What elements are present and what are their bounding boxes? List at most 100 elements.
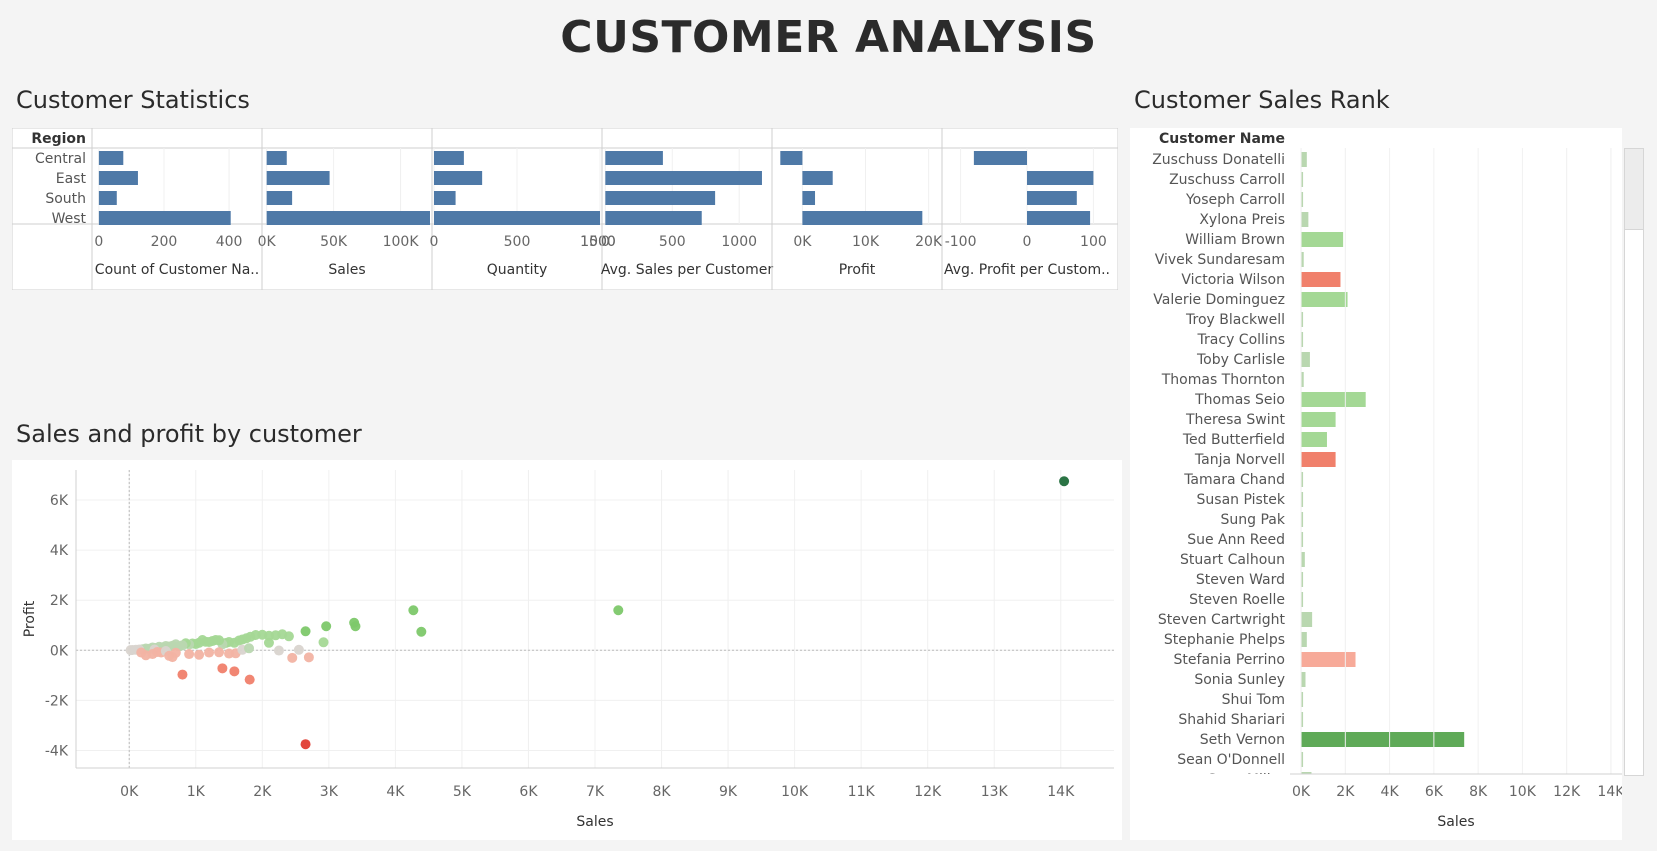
scatter-point [204,648,214,658]
customer-name-label: Tamara Chand [1183,472,1285,488]
stats-bar [99,171,138,185]
customer-name-label: Sean O'Donnell [1177,752,1285,768]
stats-bar [605,151,663,165]
customer-name-label: Stuart Calhoun [1180,552,1285,568]
rank-x-tick-label: 10K [1509,784,1537,800]
scatter-title: Sales and profit by customer [16,420,362,448]
x-tick-label: 7K [586,784,605,800]
customer-name-label: Stephanie Phelps [1164,632,1285,648]
region-label: Central [35,151,86,167]
scatter-point [184,649,194,659]
rank-title: Customer Sales Rank [1134,86,1390,114]
x-tick-label: 0K [120,784,139,800]
customer-name-label: Zuschuss Carroll [1169,172,1285,188]
rank-scrollbar[interactable] [1624,148,1644,776]
y-tick-label: -4K [45,743,69,759]
customer-sales-rank-chart[interactable]: Customer Name Zuschuss Donatelli Zuschuss … [1130,128,1622,840]
axis-tick-label: 200 [151,234,178,250]
customer-name-label: Thomas Seio [1194,392,1285,408]
stats-bar [780,151,802,165]
scatter-point [214,647,224,657]
customer-statistics-chart[interactable]: Region Central East South West 0 200 400 Count o… [12,128,1118,290]
axis-tick-label: 1500 [580,234,616,250]
axis-tick-label: 0 [430,234,439,250]
rank-x-tick-label: 12K [1553,784,1581,800]
region-label: South [45,191,86,207]
scatter-point [136,648,146,658]
y-tick-label: 6K [50,493,69,509]
region-label: West [52,211,87,227]
customer-name-label: Sonia Sunley [1194,672,1285,688]
customer-name-label: Sung Pak [1221,512,1286,528]
sales-profit-scatter-chart[interactable]: 0K 1K 2K 3K 4K 5K 6K 7K 8K 9K 10K 11K 12K 13K 14K -4K -2… [12,460,1122,840]
customer-name-label: Tanja Norvell [1194,452,1285,468]
customer-name-label: William Brown [1185,232,1285,248]
rank-scroll-thumb[interactable] [1625,149,1643,230]
rank-x-tick-label: 0K [1292,784,1311,800]
stats-bar [99,211,231,225]
x-tick-label: 5K [453,784,472,800]
customer-name-label: Steven Ward [1196,572,1285,588]
stats-bar [802,191,815,205]
x-tick-label: 2K [253,784,272,800]
customer-name-label: Toby Carlisle [1196,352,1285,368]
x-tick-label: 14K [1047,784,1075,800]
customer-name-label: Susan Pistek [1197,492,1286,508]
y-tick-label: 0K [50,643,69,659]
region-header: Region [31,131,86,147]
scatter-point [274,646,284,656]
stats-bar [1027,191,1077,205]
axis-tick-label: 500 [504,234,531,250]
scatter-point [245,675,255,685]
customer-name-label: Steven Roelle [1189,592,1285,608]
x-tick-label: 11K [848,784,876,800]
y-tick-label: -2K [45,693,69,709]
y-axis-title: Profit [22,600,38,637]
customer-name-label: Xylona Preis [1199,212,1285,228]
x-tick-label: 4K [386,784,405,800]
scatter-point [350,621,360,631]
rank-x-tick-label: 6K [1425,784,1444,800]
customer-name-label: Tracy Collins [1197,332,1285,348]
scatter-point [287,653,297,663]
stats-bar [434,191,456,205]
customer-name-label: Zuschuss Donatelli [1152,152,1285,168]
rank-x-tick-label: 8K [1469,784,1488,800]
customer-sales-bar [1301,612,1312,627]
scatter-point [416,627,426,637]
stats-bar [434,171,482,185]
customer-name-label: Steven Cartwright [1158,612,1286,628]
y-tick-label: 2K [50,593,69,609]
scatter-point [294,645,304,655]
stats-bar [99,151,123,165]
x-axis-title: Sales [576,814,613,830]
axis-title: Count of Customer Na.. [95,262,259,278]
region-label: East [56,171,87,187]
customer-name-label: Troy Blackwell [1185,312,1285,328]
scatter-point [613,605,623,615]
axis-tick-label: 100 [1080,234,1107,250]
axis-tick-label: 20K [915,234,943,250]
customer-name-label: Yoseph Carroll [1185,192,1285,208]
customer-name-label: Victoria Wilson [1181,272,1285,288]
scatter-point [1059,476,1069,486]
customer-name-header: Customer Name [1159,131,1285,147]
axis-tick-label: 0 [601,234,610,250]
y-tick-label: 4K [50,543,69,559]
scatter-point [217,663,227,673]
scatter-point [194,650,204,660]
scatter-point [229,666,239,676]
axis-title: Sales [328,262,365,278]
scatter-point [264,638,274,648]
customer-sales-bar [1301,232,1343,247]
customer-name-label: Sue Ann Reed [1187,532,1285,548]
scatter-point [301,739,311,749]
axis-title: Profit [839,262,876,278]
customer-sales-bar [1301,212,1308,227]
customer-name-label: Valerie Dominguez [1153,292,1285,308]
scatter-point [304,652,314,662]
x-tick-label: 1K [187,784,206,800]
stats-bar [802,171,832,185]
customer-sales-bar [1301,412,1336,427]
customer-name-label: Shui Tom [1222,692,1285,708]
